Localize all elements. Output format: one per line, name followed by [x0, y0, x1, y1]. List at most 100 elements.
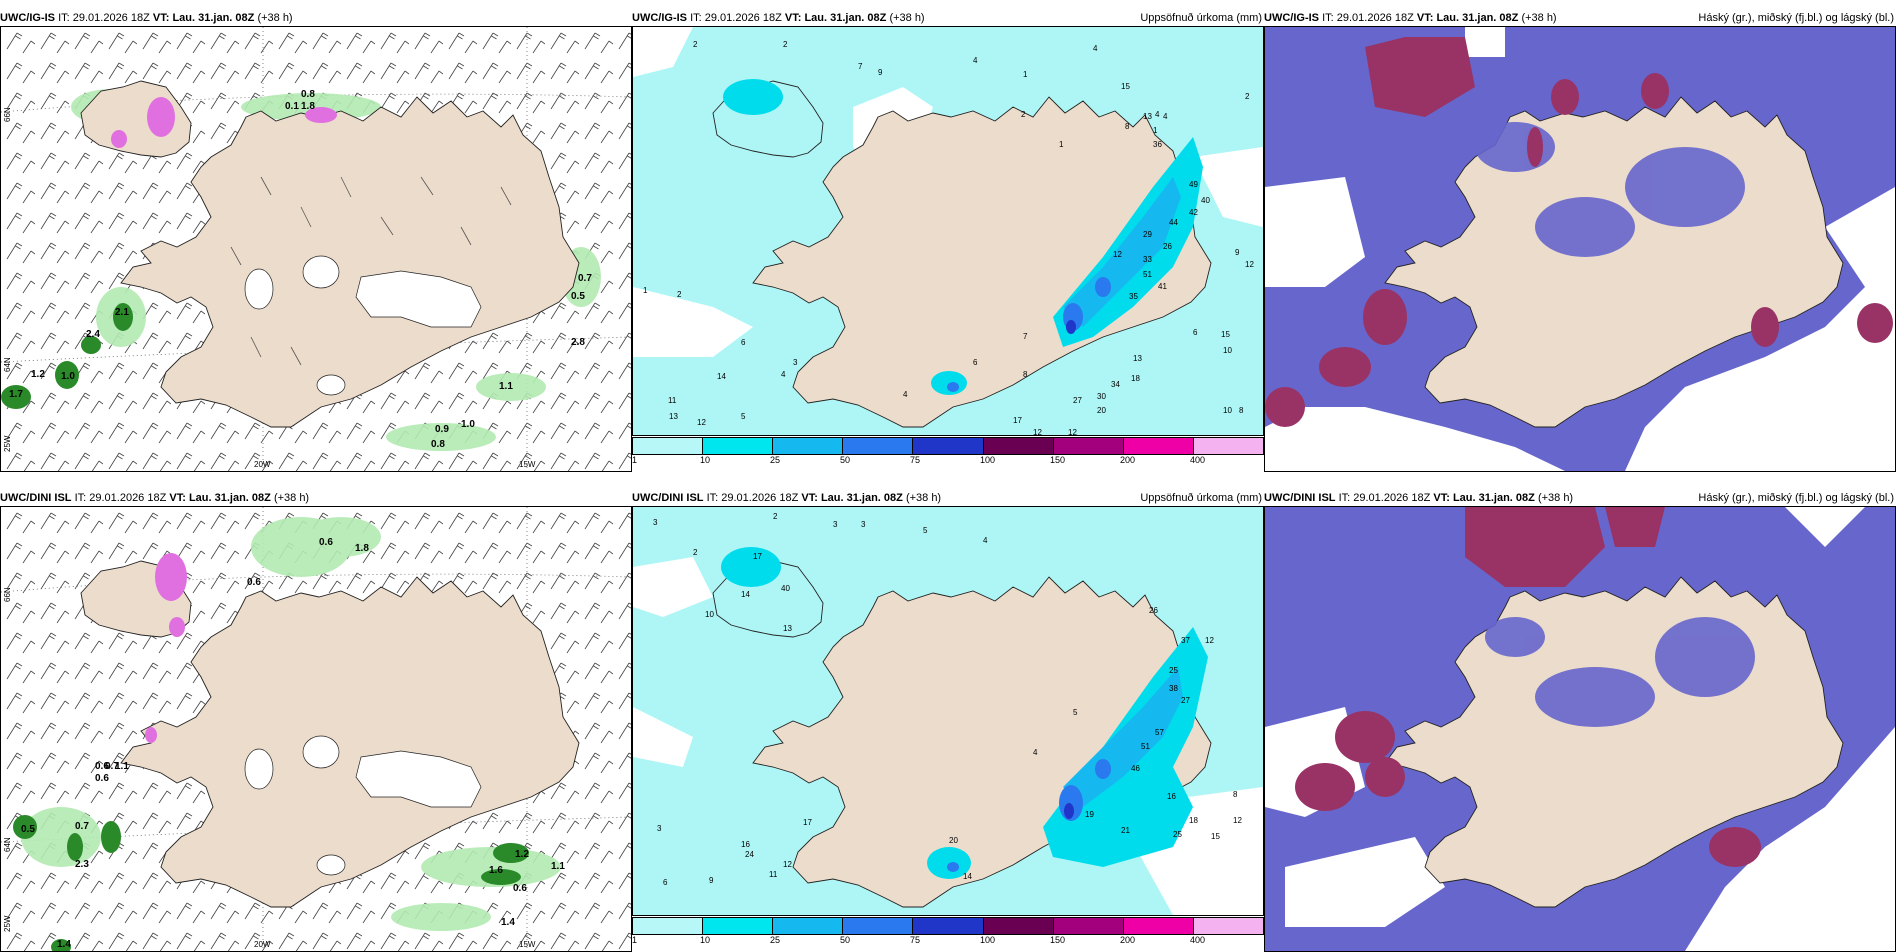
precip-value: 4 — [1155, 110, 1160, 119]
wind-value: 0.5 — [21, 824, 35, 835]
vt-value: Lau. 31.jan. 08Z — [172, 12, 255, 24]
colorbar-cell — [773, 438, 844, 454]
lon-label: 20W — [254, 940, 271, 949]
wind-value: 0.7 — [105, 761, 119, 772]
precip-value: 13 — [783, 624, 792, 633]
precip-map-svg: 3 2 2 3 3 5 4 17 14 40 13 26 37 12 25 38… — [633, 507, 1263, 915]
precip-value: 19 — [1085, 810, 1094, 819]
wind-panel-top: UWC/IG-IS IT: 29.01.2026 18Z VT: Lau. 31… — [0, 10, 632, 472]
it-value: 29.01.2026 18Z — [1336, 12, 1414, 24]
model-name: UWC/IG-IS — [0, 12, 55, 24]
wind-value: 0.8 — [431, 439, 445, 450]
colorbar-cell — [983, 918, 1054, 934]
colorbar-cell — [703, 918, 774, 934]
precip-value: 8 — [1023, 370, 1028, 379]
precip-value: 40 — [781, 584, 790, 593]
panel-header: UWC/DINI ISL IT: 29.01.2026 18Z VT: Lau.… — [0, 490, 632, 506]
wind-value: 1.7 — [9, 389, 23, 400]
precip-panel-top: UWC/IG-IS IT: 29.01.2026 18Z VT: Lau. 31… — [632, 10, 1264, 465]
precip-value: 26 — [1149, 606, 1158, 615]
precip-value: 16 — [741, 840, 750, 849]
wind-value: 1.2 — [31, 369, 45, 380]
wind-value: 2.1 — [115, 307, 129, 318]
wind-value: 0.8 — [301, 89, 315, 100]
colorbar-tick: 400 — [1190, 935, 1206, 945]
it-label: IT: — [1322, 12, 1334, 24]
it-label: IT: — [58, 12, 70, 24]
precip-value: 10 — [1223, 346, 1232, 355]
precip-value: 3 — [793, 358, 798, 367]
colorbar-tick: 50 — [840, 455, 851, 465]
cloud-map[interactable] — [1264, 26, 1896, 472]
colorbar-labels: 1 10 25 50 75 100 150 200 400 — [632, 455, 1264, 467]
precip-colorbar — [632, 437, 1264, 455]
wind-value: 2.8 — [571, 337, 585, 348]
lon-label: 15W — [519, 460, 536, 469]
precip-value: 12 — [1233, 816, 1242, 825]
colorbar-tick: 1 — [632, 455, 638, 465]
precip-value: 11 — [668, 396, 677, 405]
it-label: IT: — [706, 492, 719, 504]
model-name: UWC/DINI ISL — [1264, 492, 1336, 504]
wind-value: 2.3 — [75, 859, 89, 870]
precip-value: 4 — [1163, 112, 1168, 121]
colorbar-tick: 10 — [700, 455, 711, 465]
wind-map[interactable]: 0.7 0.5 2.8 1.1 1.0 0.8 0.9 1.2 1.0 1.8 … — [0, 26, 632, 472]
precip-value: 37 — [1181, 636, 1190, 645]
colorbar-tick: 75 — [910, 935, 921, 945]
precip-value: 17 — [1013, 416, 1022, 425]
colorbar-cell — [843, 918, 914, 934]
precip-value: 1 — [1059, 140, 1064, 149]
precip-value: 17 — [803, 818, 812, 827]
precip-map-svg: 2 2 7 9 4 1 4 15 2 4 8 2 1 13 4 1 36 49 … — [633, 27, 1263, 435]
wind-value: 0.6 — [247, 577, 261, 588]
precip-map[interactable]: 3 2 2 3 3 5 4 17 14 40 13 26 37 12 25 38… — [632, 506, 1264, 916]
cloud-map[interactable] — [1264, 506, 1896, 952]
colorbar-tick: 75 — [910, 455, 921, 465]
wind-value: 1.4 — [501, 917, 515, 928]
colorbar-cell — [773, 918, 844, 934]
precip-value: 6 — [1193, 328, 1198, 337]
wind-value: 0.5 — [571, 291, 585, 302]
wind-value: 1.8 — [355, 543, 369, 554]
colorbar-tick: 100 — [980, 935, 996, 945]
colorbar-tick: 25 — [770, 455, 781, 465]
wind-map[interactable]: 0.6 1.8 0.6 0.6 0.7 1.1 0.6 0.5 0.7 2.3 … — [0, 506, 632, 952]
precip-value: 2 — [1021, 110, 1026, 119]
wind-value: 0.1 — [285, 101, 299, 112]
precip-map[interactable]: 2 2 7 9 4 1 4 15 2 4 8 2 1 13 4 1 36 49 … — [632, 26, 1264, 436]
precip-value: 46 — [1131, 764, 1140, 773]
precip-value: 5 — [741, 412, 746, 421]
colorbar-tick: 50 — [840, 935, 851, 945]
model-name: UWC/IG-IS — [1264, 12, 1319, 24]
precip-value: 12 — [783, 860, 792, 869]
precip-value: 13 — [1143, 112, 1152, 121]
lead-time: (+38 h) — [905, 492, 942, 504]
colorbar-cell — [1193, 918, 1263, 934]
it-value: 29.01.2026 18Z — [1353, 492, 1431, 504]
precip-value: 11 — [769, 870, 778, 879]
precip-value: 8 — [1125, 122, 1130, 131]
cloud-panel-bottom: UWC/DINI ISL IT: 29.01.2026 18Z VT: Lau.… — [1264, 490, 1896, 952]
precip-value: 6 — [973, 358, 978, 367]
vt-value: Lau. 31.jan. 08Z — [804, 12, 887, 24]
precip-value: 2 — [783, 40, 788, 49]
precip-value: 27 — [1073, 396, 1082, 405]
lat-label: 66N — [3, 107, 12, 122]
precip-value: 51 — [1141, 742, 1150, 751]
lead-time: (+38 h) — [1521, 12, 1557, 24]
wind-value: 1.6 — [489, 865, 503, 876]
vt-label: VT: — [801, 492, 818, 504]
lon-label: 15W — [519, 940, 536, 949]
precip-value: 18 — [1131, 374, 1140, 383]
precip-colorbar — [632, 917, 1264, 935]
precip-value: 12 — [1113, 250, 1122, 259]
colorbar-cell — [843, 438, 914, 454]
lon-label: 25W — [3, 915, 12, 932]
precip-value: 20 — [1097, 406, 1106, 415]
precip-value: 38 — [1169, 684, 1178, 693]
wind-panel-bottom: UWC/DINI ISL IT: 29.01.2026 18Z VT: Lau.… — [0, 490, 632, 952]
precip-value: 12 — [1068, 428, 1077, 435]
colorbar-cell — [633, 918, 704, 934]
precip-value: 26 — [1163, 242, 1172, 251]
